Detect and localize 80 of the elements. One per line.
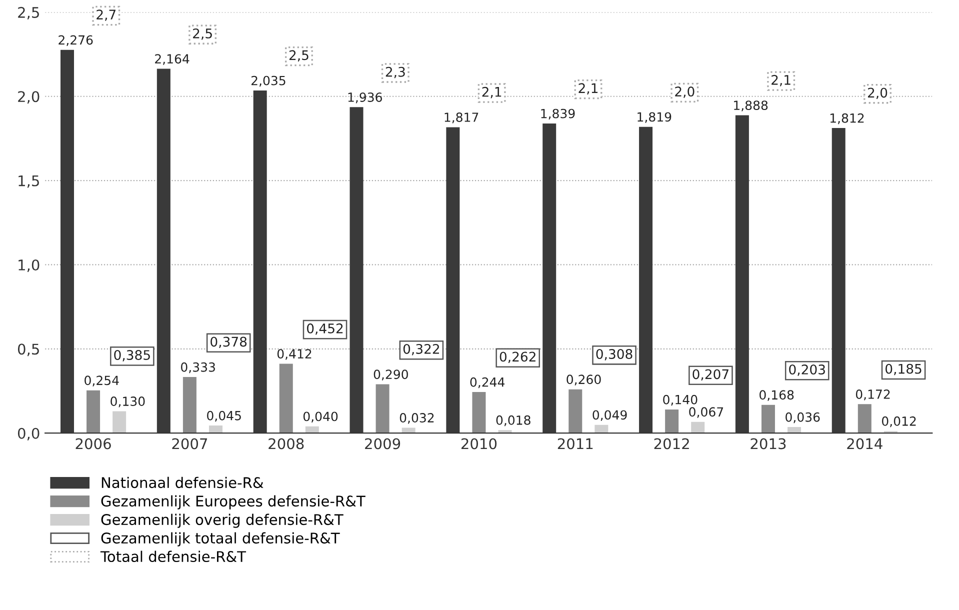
- data-label: 0,130: [110, 396, 145, 408]
- bar: [86, 390, 100, 434]
- data-label: 0,067: [689, 407, 724, 418]
- x-tick-label: 2013: [750, 438, 786, 450]
- data-label: 1,839: [541, 108, 575, 120]
- text: 2,1: [482, 86, 502, 98]
- legend-label: Totaal defensie-R&T: [100, 550, 246, 562]
- data-label: 0,254: [84, 376, 119, 386]
- x-tick-label: 2011: [558, 438, 593, 450]
- data-label: 1,812: [830, 113, 864, 124]
- data-label: 1,817: [444, 112, 478, 124]
- text: 2,7: [96, 10, 116, 21]
- data-label: 0,333: [181, 362, 215, 374]
- text: 2,3: [386, 66, 405, 78]
- bar: [858, 404, 872, 434]
- data-label: 0,040: [303, 412, 338, 422]
- data-label: 2,164: [155, 54, 190, 65]
- data-label: 1,888: [734, 100, 768, 112]
- data-label: 0,032: [400, 413, 434, 424]
- bar: [279, 364, 293, 434]
- y-tick-label: 1,5: [18, 175, 39, 188]
- x-tick-label: 2012: [654, 438, 689, 450]
- data-label: 0,018: [496, 415, 530, 426]
- data-label: 0,012: [882, 416, 916, 428]
- text: 0,308: [596, 349, 632, 360]
- data-label: 0,244: [470, 377, 505, 388]
- data-label: 0,036: [786, 412, 820, 424]
- data-label: 0,049: [592, 410, 627, 421]
- data-label: 0,045: [207, 410, 241, 422]
- bar: [665, 410, 679, 434]
- text: 0,203: [789, 364, 825, 376]
- text: 0,185: [886, 364, 922, 376]
- text: 0,262: [500, 352, 536, 364]
- data-label: 0,260: [566, 374, 601, 386]
- data-label: 1,819: [638, 112, 672, 123]
- text: 0,385: [114, 350, 150, 362]
- data-label: 1,936: [348, 92, 382, 104]
- data-label: 0,168: [760, 390, 794, 401]
- text: 2,5: [289, 50, 308, 62]
- legend-label: Nationaal defensie-R&: [102, 476, 264, 488]
- bar: [568, 389, 582, 434]
- text: 2,1: [578, 83, 598, 94]
- x-tick-label: 2009: [365, 438, 400, 450]
- bar: [761, 404, 775, 434]
- data-label: 2,276: [58, 35, 93, 46]
- x-tick-label: 2010: [461, 438, 497, 450]
- x-tick-label: 2006: [76, 438, 111, 450]
- y-tick-label: 1,0: [18, 259, 40, 272]
- text: 2,0: [675, 86, 694, 98]
- text: 2,0: [868, 88, 888, 100]
- y-tick-label: 0,0: [18, 428, 40, 440]
- data-label: 0,290: [374, 370, 408, 380]
- text: 0,452: [307, 323, 343, 335]
- y-tick-label: 0,5: [18, 344, 39, 356]
- legend-label: Gezamenlijk overig defensie-R&T: [101, 514, 344, 528]
- data-label: 2,035: [251, 76, 286, 87]
- x-tick-label: 2007: [172, 438, 208, 450]
- x-tick-label: 2014: [847, 438, 882, 450]
- bar: [182, 377, 196, 434]
- text: 0,322: [403, 344, 439, 356]
- legend-label: Gezamenlijk totaal defensie-R&T: [101, 532, 340, 546]
- bar: [691, 422, 705, 434]
- data-label: 0,412: [277, 349, 312, 360]
- bar: [112, 411, 126, 434]
- legend-label: Gezamenlijk Europees defensie-R&T: [101, 495, 366, 510]
- y-tick-label: 2,0: [18, 91, 40, 104]
- bar: [376, 384, 390, 434]
- x-tick-label: 2008: [268, 438, 304, 450]
- text: 2,5: [193, 28, 212, 40]
- text: 0,207: [692, 369, 728, 381]
- text: 0,378: [210, 336, 247, 348]
- y-tick-label: 2,5: [18, 6, 39, 20]
- bar: [788, 427, 802, 434]
- bar: [402, 428, 416, 434]
- data-label: 0,172: [856, 389, 890, 400]
- data-label: 0,140: [663, 394, 698, 406]
- bar: [472, 392, 486, 434]
- bar: [208, 426, 222, 434]
- text: 2,1: [772, 74, 790, 86]
- bar: [594, 424, 608, 434]
